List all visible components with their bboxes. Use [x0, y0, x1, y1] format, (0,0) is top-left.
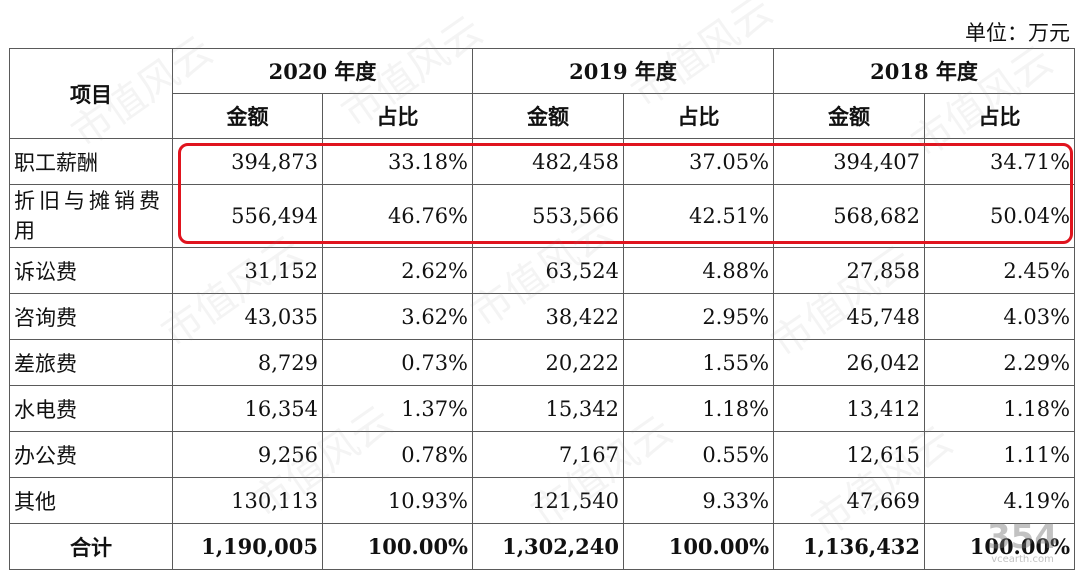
- header-amount: 金额: [472, 93, 625, 139]
- table-row: 其他 130,113 10.93% 121,540 9.33% 47,669 4…: [9, 477, 1076, 524]
- table-row: 办公费 9,256 0.78% 7,167 0.55% 12,615 1.11%: [9, 431, 1076, 478]
- cell-ratio: 50.04%: [924, 184, 1076, 248]
- cell-ratio: 2.62%: [321, 247, 474, 294]
- header-ratio: 占比: [924, 93, 1076, 139]
- header-item: 项目: [9, 48, 173, 139]
- cell-amount: 553,566: [472, 184, 625, 248]
- cell-amount: 13,412: [773, 385, 926, 432]
- row-label: 其他: [9, 477, 173, 524]
- cell-amount: 7,167: [472, 431, 625, 478]
- cell-ratio: 37.05%: [623, 138, 775, 185]
- header-year-2019: 2019 年度: [472, 48, 775, 94]
- table-row: 诉讼费 31,152 2.62% 63,524 4.88% 27,858 2.4…: [9, 247, 1076, 294]
- cell-amount: 121,540: [472, 477, 625, 524]
- total-ratio: 100.00%: [623, 523, 775, 570]
- logo-number: 354: [987, 517, 1058, 557]
- cell-ratio: 10.93%: [321, 477, 474, 524]
- cell-amount: 9,256: [172, 431, 323, 478]
- row-label: 水电费: [9, 385, 173, 432]
- header-year-2020: 2020 年度: [171, 48, 474, 94]
- cell-ratio: 3.62%: [321, 293, 474, 340]
- cell-amount: 27,858: [773, 247, 926, 294]
- cell-amount: 130,113: [172, 477, 323, 524]
- cell-amount: 31,152: [172, 247, 323, 294]
- cell-amount: 556,494: [172, 184, 323, 248]
- total-amount: 1,302,240: [472, 523, 625, 570]
- row-label: 办公费: [9, 431, 173, 478]
- table-row: 折旧与摊销费用 556,494 46.76% 553,566 42.51% 56…: [9, 184, 1076, 248]
- cell-ratio: 1.18%: [623, 385, 775, 432]
- cell-ratio: 42.51%: [623, 184, 775, 248]
- row-label: 折旧与摊销费用: [9, 184, 173, 248]
- cell-ratio: 2.45%: [924, 247, 1076, 294]
- total-row: 合计 1,190,005 100.00% 1,302,240 100.00% 1…: [9, 523, 1076, 570]
- cell-ratio: 46.76%: [321, 184, 474, 248]
- cell-amount: 15,342: [472, 385, 625, 432]
- header-row-years: 项目 2020 年度 2019 年度 2018 年度: [9, 48, 1076, 139]
- table-row: 差旅费 8,729 0.73% 20,222 1.55% 26,042 2.29…: [9, 339, 1076, 386]
- cell-ratio: 33.18%: [321, 138, 474, 185]
- cell-amount: 45,748: [773, 293, 926, 340]
- header-amount: 金额: [773, 93, 926, 139]
- cell-amount: 20,222: [472, 339, 625, 386]
- cell-ratio: 1.55%: [623, 339, 775, 386]
- cell-amount: 26,042: [773, 339, 926, 386]
- header-ratio: 占比: [623, 93, 775, 139]
- header-year-2018: 2018 年度: [773, 48, 1076, 94]
- cell-ratio: 34.71%: [924, 138, 1076, 185]
- cell-amount: 38,422: [472, 293, 625, 340]
- cell-ratio: 1.11%: [924, 431, 1076, 478]
- cell-amount: 482,458: [472, 138, 625, 185]
- cell-ratio: 0.55%: [623, 431, 775, 478]
- table-row: 咨询费 43,035 3.62% 38,422 2.95% 45,748 4.0…: [9, 293, 1076, 340]
- row-label: 诉讼费: [9, 247, 173, 294]
- cell-ratio: 0.78%: [321, 431, 474, 478]
- cell-ratio: 1.18%: [924, 385, 1076, 432]
- cell-ratio: 2.95%: [623, 293, 775, 340]
- logo-domain: vcearth.com: [991, 554, 1054, 565]
- row-label: 咨询费: [9, 293, 173, 340]
- cell-ratio: 2.29%: [924, 339, 1076, 386]
- cell-ratio: 9.33%: [623, 477, 775, 524]
- row-label: 职工薪酬: [9, 138, 173, 185]
- cell-amount: 12,615: [773, 431, 926, 478]
- total-label: 合计: [9, 523, 173, 570]
- table-row: 职工薪酬 394,873 33.18% 482,458 37.05% 394,4…: [9, 138, 1076, 185]
- header-ratio: 占比: [321, 93, 474, 139]
- cell-amount: 394,407: [773, 138, 926, 185]
- cell-amount: 43,035: [172, 293, 323, 340]
- cell-amount: 63,524: [472, 247, 625, 294]
- cell-ratio: 4.88%: [623, 247, 775, 294]
- table-row: 水电费 16,354 1.37% 15,342 1.18% 13,412 1.1…: [9, 385, 1076, 432]
- total-ratio: 100.00%: [321, 523, 474, 570]
- total-ratio: 100.00%: [924, 523, 1076, 570]
- header-amount: 金额: [172, 93, 323, 139]
- cell-amount: 8,729: [172, 339, 323, 386]
- cell-amount: 47,669: [773, 477, 926, 524]
- total-amount: 1,136,432: [773, 523, 926, 570]
- total-amount: 1,190,005: [172, 523, 323, 570]
- cell-amount: 568,682: [773, 184, 926, 248]
- cell-ratio: 1.37%: [321, 385, 474, 432]
- cell-amount: 394,873: [172, 138, 323, 185]
- cell-ratio: 0.73%: [321, 339, 474, 386]
- row-label: 差旅费: [9, 339, 173, 386]
- cell-amount: 16,354: [172, 385, 323, 432]
- unit-label: 单位：万元: [965, 21, 1070, 45]
- cell-ratio: 4.03%: [924, 293, 1076, 340]
- expense-table: 项目 2020 年度 2019 年度 2018 年度 金额 占比 金额 占比 金…: [9, 48, 1076, 570]
- site-logo: 354 vcearth.com: [987, 520, 1058, 566]
